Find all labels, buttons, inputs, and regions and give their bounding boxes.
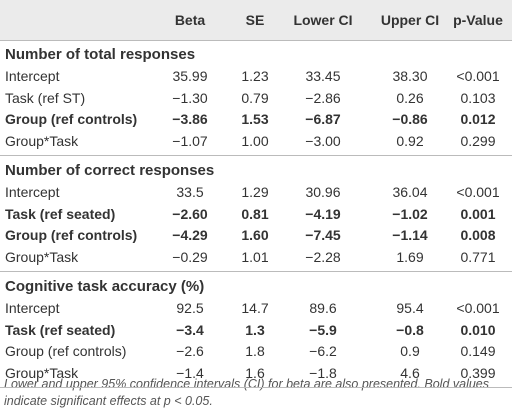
value-cell: −1.30 <box>172 89 208 106</box>
value-cell: −2.60 <box>172 205 208 222</box>
value-cell: −7.45 <box>305 227 341 243</box>
value-cell: 35.99 <box>172 68 208 84</box>
value-cell: 14.7 <box>241 300 269 316</box>
value-cell: 0.92 <box>396 132 424 149</box>
column-header: p-Value <box>453 12 503 28</box>
value-cell: 30.96 <box>305 184 341 200</box>
column-header: Beta <box>174 12 206 28</box>
row-label: Group (ref controls) <box>5 227 138 243</box>
value-cell: 1.60 <box>241 227 269 243</box>
section-title: Number of total responses <box>5 46 196 63</box>
value-cell: 1.69 <box>396 248 424 265</box>
value-cell: <0.001 <box>456 184 500 200</box>
section-title: Cognitive task accuracy (%) <box>5 278 205 295</box>
value-cell: 92.5 <box>176 300 204 316</box>
value-cell: 89.6 <box>309 300 337 316</box>
header-rule <box>0 40 512 41</box>
column-header: SE <box>245 12 265 28</box>
value-cell: 0.103 <box>460 89 496 106</box>
value-cell: 0.012 <box>460 111 496 127</box>
section-title: Number of correct responses <box>5 162 215 179</box>
value-cell: 36.04 <box>392 184 428 200</box>
value-cell: −2.86 <box>305 89 341 106</box>
value-cell: 0.79 <box>241 89 269 106</box>
value-cell: −1.14 <box>392 227 428 243</box>
value-cell: 0.771 <box>460 248 496 265</box>
value-cell: −4.29 <box>172 227 208 243</box>
value-cell: −5.9 <box>309 321 337 338</box>
value-cell: 1.53 <box>241 111 269 127</box>
value-cell: 1.6 <box>245 364 265 381</box>
row-label: Intercept <box>5 68 60 84</box>
value-cell: 0.81 <box>241 205 269 222</box>
value-cell: −1.8 <box>309 364 337 381</box>
value-cell: −1.07 <box>172 132 208 149</box>
value-cell: 1.01 <box>241 248 269 265</box>
value-cell: −1.4 <box>176 364 204 381</box>
value-cell: 33.45 <box>305 68 341 84</box>
value-cell: 0.299 <box>460 132 496 149</box>
value-cell: 1.00 <box>241 132 269 149</box>
value-cell: −2.28 <box>305 248 341 265</box>
value-cell: −0.8 <box>396 321 424 338</box>
value-cell: 0.399 <box>460 364 496 381</box>
row-label: Task (ref ST) <box>5 89 86 106</box>
value-cell: 0.149 <box>460 343 496 359</box>
value-cell: 0.010 <box>460 321 496 338</box>
row-label: Task (ref seated) <box>5 205 116 222</box>
section-rule <box>0 155 512 156</box>
column-header: Lower CI <box>293 12 353 28</box>
value-cell: −3.86 <box>172 111 208 127</box>
value-cell: 0.001 <box>460 205 496 222</box>
value-cell: 95.4 <box>396 300 424 316</box>
row-label: Task (ref seated) <box>5 321 116 338</box>
value-cell: −3.00 <box>305 132 341 149</box>
section-rule <box>0 387 512 388</box>
value-cell: −2.6 <box>176 343 204 359</box>
row-label: Group*Task <box>5 132 79 149</box>
row-label: Intercept <box>5 184 60 200</box>
row-label: Group*Task <box>5 364 79 381</box>
row-label: Group*Task <box>5 248 79 265</box>
value-cell: 38.30 <box>392 68 428 84</box>
column-header: Upper CI <box>380 12 440 28</box>
value-cell: 0.9 <box>400 343 420 359</box>
value-cell: −4.19 <box>305 205 341 222</box>
value-cell: <0.001 <box>456 300 500 316</box>
value-cell: −3.4 <box>176 321 204 338</box>
value-cell: 0.26 <box>396 89 424 106</box>
value-cell: <0.001 <box>456 68 500 84</box>
row-label: Intercept <box>5 300 60 316</box>
value-cell: −0.29 <box>172 248 208 265</box>
value-cell: −1.02 <box>392 205 428 222</box>
header-band <box>0 0 512 40</box>
value-cell: 4.6 <box>400 364 420 381</box>
value-cell: 33.5 <box>176 184 204 200</box>
value-cell: 1.8 <box>245 343 265 359</box>
value-cell: −6.87 <box>305 111 341 127</box>
value-cell: 1.23 <box>241 68 269 84</box>
section-rule <box>0 271 512 272</box>
value-cell: −0.86 <box>392 111 428 127</box>
value-cell: 0.008 <box>460 227 496 243</box>
value-cell: 1.29 <box>241 184 269 200</box>
row-label: Group (ref controls) <box>5 343 127 359</box>
value-cell: 1.3 <box>245 321 265 338</box>
row-label: Group (ref controls) <box>5 111 138 127</box>
value-cell: −6.2 <box>309 343 337 359</box>
